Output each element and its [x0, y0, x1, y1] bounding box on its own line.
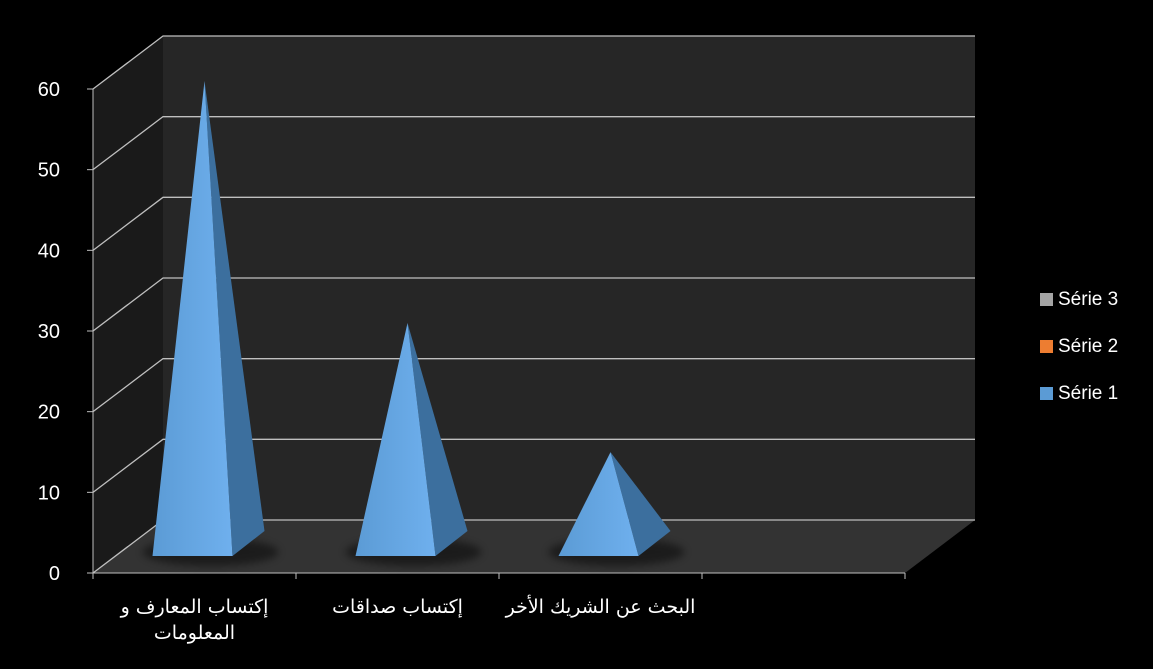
gridline	[92, 196, 975, 251]
y-tick-label: 30	[38, 321, 60, 343]
bar-series-1	[345, 323, 482, 566]
y-tick-label: 20	[38, 402, 60, 424]
legend-item: Série 2	[1040, 323, 1118, 370]
y-tick-label: 40	[38, 240, 60, 262]
legend-swatch	[1040, 387, 1053, 400]
bar-side-face	[610, 452, 671, 556]
plot-area	[142, 81, 685, 566]
bar-front-face	[355, 323, 436, 556]
gridline	[92, 35, 975, 90]
y-tick-label: 50	[38, 160, 60, 182]
x-tick-label: البحث عن الشريك الأخر	[505, 596, 696, 618]
y-tick-label: 0	[49, 563, 60, 585]
bar-side-face	[204, 81, 265, 556]
legend: Série 3 Série 2 Série 1	[1040, 276, 1118, 417]
gridline	[92, 438, 975, 493]
chart-floor	[93, 520, 975, 573]
legend-item: Série 1	[1040, 370, 1118, 417]
bar-series-1	[142, 81, 279, 566]
y-tick-label: 10	[38, 482, 60, 504]
bar-series-1	[548, 452, 685, 566]
bar-front-face	[152, 81, 233, 556]
x-tick-label: إكتساب المعارف و المعلومات	[120, 596, 269, 644]
legend-swatch	[1040, 293, 1053, 306]
bar-side-face	[407, 323, 468, 556]
legend-label: Série 2	[1058, 335, 1119, 357]
gridline	[92, 116, 975, 171]
bar-front-face	[558, 452, 639, 556]
gridline	[92, 277, 975, 332]
y-tick-label: 60	[38, 79, 60, 101]
gridline	[92, 358, 975, 413]
axes: 0 10 20 30 40 50 60	[38, 79, 906, 585]
legend-swatch	[1040, 340, 1053, 353]
legend-item: Série 3	[1040, 276, 1118, 323]
x-tick-label: إكتساب صداقات	[332, 596, 463, 618]
legend-label: Série 1	[1058, 382, 1119, 404]
legend-label: Série 3	[1058, 288, 1119, 310]
